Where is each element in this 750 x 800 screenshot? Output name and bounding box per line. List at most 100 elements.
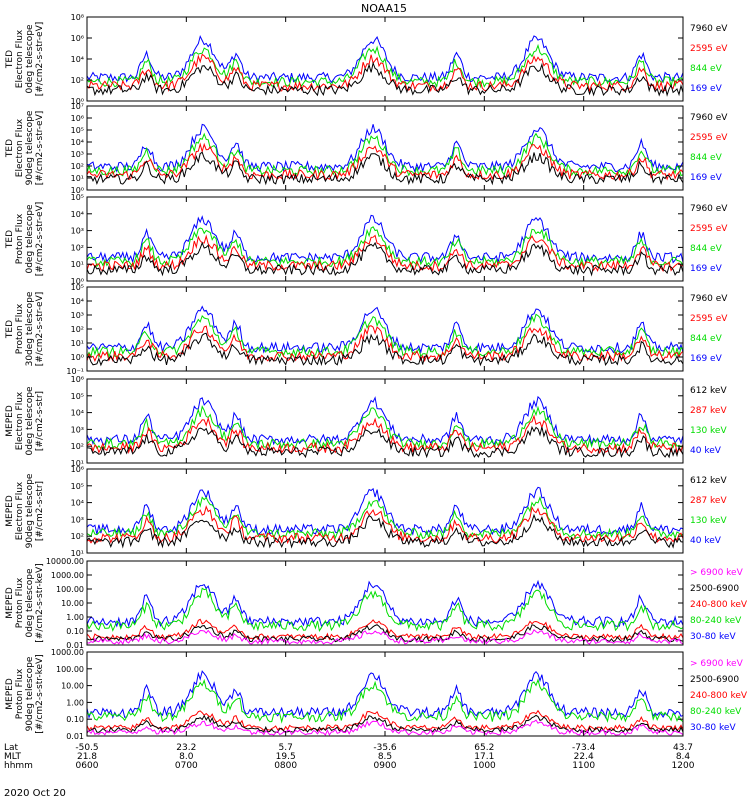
date-label: 2020 Oct 20 — [4, 788, 66, 799]
y-axis-label: TED — [5, 230, 15, 249]
x-row-name: Lat — [4, 743, 19, 753]
y-tick-label: 10¹ — [71, 549, 84, 558]
legend-entry: 169 eV — [690, 84, 723, 94]
legend-entry: 169 eV — [690, 354, 723, 364]
y-tick-label: 10⁵ — [71, 126, 84, 135]
panel-5-traces — [87, 395, 683, 459]
x-row-value: -50.5 — [75, 743, 98, 753]
y-axis-label: [#/cm2-s-str-keV] — [35, 654, 45, 733]
y-tick-label: 10⁶ — [71, 375, 84, 384]
y-tick-label: 10⁵ — [71, 392, 84, 401]
x-row-value: 0800 — [274, 761, 297, 771]
y-axis-label: Proton Flux — [15, 303, 25, 354]
y-tick-label: 0.01 — [66, 732, 84, 741]
series-2595-ev — [87, 53, 683, 93]
legend-entry: 80-240 keV — [690, 707, 742, 717]
y-tick-label: 100.00 — [56, 585, 84, 594]
legend-entry: > 6900 keV — [690, 568, 744, 578]
series-130-kev — [87, 495, 683, 540]
y-tick-label: 0.10 — [66, 627, 84, 636]
series-7960-ev — [87, 61, 683, 97]
series-844-ev — [87, 313, 683, 359]
y-axis-label: TED — [5, 50, 15, 69]
panel-4: 10⁻¹ 10⁰ 10¹ 10² 10³ 10⁴ 10⁵ TED Proton Flux 30de… — [5, 283, 728, 376]
y-tick-label: 10² — [71, 243, 84, 252]
x-row-value: 5.7 — [279, 743, 293, 753]
legend-entry: 844 eV — [690, 64, 723, 74]
series-844-ev — [87, 226, 683, 269]
y-tick-label: 10² — [71, 532, 84, 541]
legend-entry: 30-80 keV — [690, 632, 736, 642]
y-axis-label: 0deg telescope — [25, 24, 35, 94]
y-axis-label: TED — [5, 320, 15, 339]
y-tick-label: 10³ — [71, 150, 84, 159]
x-row-value: 23.2 — [176, 743, 196, 753]
legend-entry: 844 eV — [690, 153, 723, 163]
series-7960-ev — [87, 332, 683, 367]
y-tick-label: 10³ — [71, 227, 84, 236]
series-844-ev — [87, 132, 683, 177]
y-axis-label: Electron Flux — [15, 391, 25, 450]
y-tick-label: 1000.00 — [51, 648, 84, 657]
series-169-ev — [87, 305, 683, 354]
legend-entry: 2595 eV — [690, 44, 728, 54]
panel-7-traces — [87, 579, 683, 645]
y-tick-label: 10² — [71, 325, 84, 334]
legend-entry: 169 eV — [690, 173, 723, 183]
x-row-value: 8.5 — [378, 752, 392, 762]
legend-entry: 844 eV — [690, 334, 723, 344]
series-612-kev — [87, 513, 683, 549]
legend-entry: 2595 eV — [690, 314, 728, 324]
legend-entry: 169 eV — [690, 264, 723, 274]
legend-entry: 80-240 keV — [690, 616, 742, 626]
series-6900-kev — [87, 628, 683, 645]
panel-5: 10¹ 10² 10³ 10⁴ 10⁵ 10⁶ MEPED Electron Flux 0deg… — [5, 375, 727, 468]
legend-entry: 240-800 keV — [690, 691, 748, 701]
panel-8: 0.01 0.10 1.00 10.00 100.00 1000.00 MEPED Proto… — [5, 648, 748, 741]
series-287-kev — [87, 505, 683, 545]
series-30-80-kev — [87, 670, 683, 720]
legend-entry: 612 keV — [690, 476, 727, 486]
x-row-value: 1100 — [572, 761, 595, 771]
panel-3: 10⁰ 10¹ 10² 10³ 10⁴ 10⁵ TED Proton Flux 0deg tel… — [5, 193, 728, 286]
y-tick-label: 10¹ — [71, 260, 84, 269]
series-287-kev — [87, 414, 683, 455]
x-row-value: 8.0 — [179, 752, 194, 762]
panel-6-traces — [87, 486, 683, 549]
legend-entry: 40 keV — [690, 536, 722, 546]
y-tick-label: 10⁴ — [71, 55, 84, 64]
figure-title: NOAA15 — [361, 2, 407, 15]
series-80-240-kev — [87, 678, 683, 724]
x-row-value: 17.1 — [474, 752, 494, 762]
legend-entry: 7960 eV — [690, 294, 728, 304]
y-axis-label: MEPED — [5, 587, 15, 619]
x-axis-labels: Lat -50.5 23.2 5.7 -35.6 65.2 -73.4 43.7 MLT 21.8… — [4, 743, 695, 771]
panel-4-traces — [87, 305, 683, 367]
legend-entry: > 6900 keV — [690, 659, 744, 669]
y-axis-label: 90deg telescope — [25, 110, 35, 185]
legend-entry: 130 keV — [690, 516, 727, 526]
y-tick-label: 10⁴ — [71, 210, 84, 219]
series-40-kev — [87, 395, 683, 447]
x-row-value: 0900 — [374, 761, 397, 771]
x-row-value: 0600 — [76, 761, 99, 771]
y-tick-label: 10000.00 — [46, 557, 84, 566]
y-axis-label: Proton Flux — [15, 213, 25, 264]
panel-8-frame — [86, 651, 684, 737]
legend-entry: 2500-6900 — [690, 675, 739, 685]
legend-entry: 844 eV — [690, 244, 723, 254]
series-169-ev — [87, 34, 683, 85]
y-axis-label: 0deg telescope — [25, 568, 35, 638]
y-axis-label: MEPED — [5, 678, 15, 710]
y-axis-label: [#/cm2-s-str-eV] — [35, 292, 45, 367]
legend-entry: 287 keV — [690, 496, 727, 506]
x-row-value: 8.4 — [676, 752, 691, 762]
legend-entry: 7960 eV — [690, 204, 728, 214]
y-axis-label: Proton Flux — [15, 668, 25, 719]
y-tick-label: 10⁷ — [71, 102, 84, 111]
legend-entry: 130 keV — [690, 426, 727, 436]
series-130-kev — [87, 404, 683, 450]
y-tick-label: 10¹ — [71, 174, 84, 183]
